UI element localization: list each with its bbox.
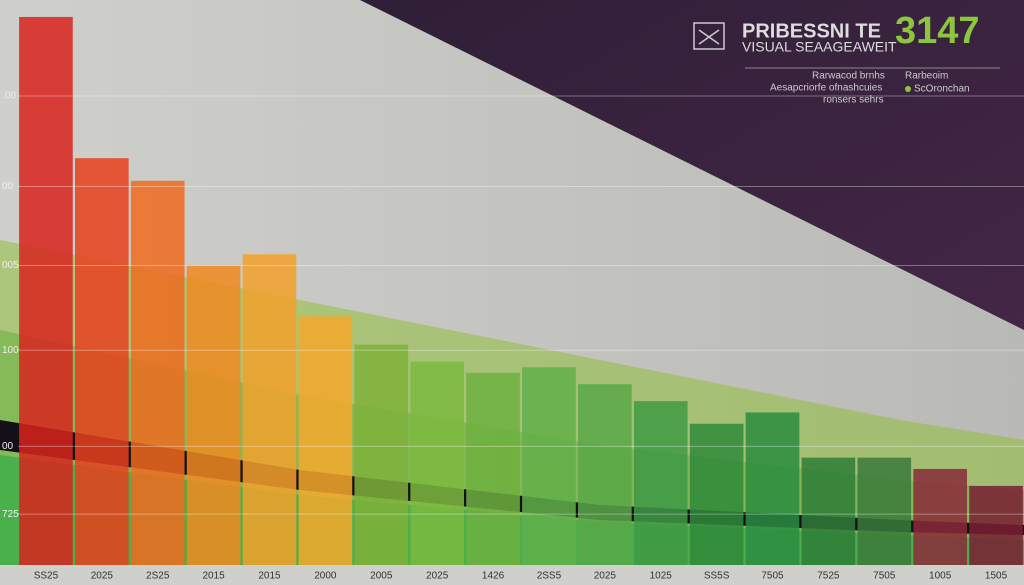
- legend-dot: [905, 86, 911, 92]
- y-tick-label: .00: [2, 91, 16, 102]
- x-tick-label: 1005: [929, 571, 952, 582]
- annotation: Rarbeoim: [905, 71, 948, 82]
- x-axis-strip: [0, 565, 1024, 585]
- annotation: ScOronchan: [914, 84, 970, 95]
- bar: [801, 457, 856, 565]
- bar: [466, 372, 520, 565]
- y-tick-label: 00: [2, 181, 14, 192]
- annotation: Aesapcriorfe ofnashcuies: [770, 83, 882, 94]
- annotation: Rarwacod brnhs: [812, 71, 885, 82]
- bar: [130, 180, 185, 566]
- x-tick-label: 1025: [650, 571, 673, 582]
- bar: [242, 254, 297, 565]
- bar: [354, 344, 409, 565]
- title: PRIBESSNI TE: [742, 20, 881, 42]
- bar: [522, 367, 576, 565]
- x-tick-label: 2S25: [146, 571, 170, 582]
- icon: [693, 22, 725, 50]
- bar: [745, 412, 800, 565]
- bar: [689, 423, 744, 565]
- bar: [633, 401, 688, 565]
- x-tick-label: SS5S: [704, 571, 730, 582]
- icon: [698, 29, 720, 45]
- x-tick-label: 2SS5: [537, 571, 562, 582]
- x-tick-label: 2025: [426, 571, 449, 582]
- bar: [75, 158, 129, 565]
- x-tick-label: 7505: [873, 571, 896, 582]
- x-tick-label: 2025: [91, 571, 114, 582]
- x-tick-label: 1505: [985, 571, 1008, 582]
- annotation: ronsers sehrs: [823, 95, 884, 106]
- bar: [19, 16, 73, 565]
- x-tick-label: 2015: [258, 571, 281, 582]
- x-tick-label: 1426: [482, 571, 505, 582]
- x-tick-label: SS25: [34, 571, 59, 582]
- bar: [410, 361, 464, 565]
- x-tick-label: 2005: [370, 571, 393, 582]
- y-tick-label: 100: [2, 345, 19, 356]
- bar: [298, 316, 353, 565]
- subtitle: VISUAL SEAAGEAWEIT: [742, 39, 897, 55]
- x-tick-label: 2015: [202, 571, 225, 582]
- bar: [186, 265, 241, 565]
- bar: [969, 485, 1023, 565]
- y-tick-label: 00: [2, 441, 14, 452]
- x-tick-label: 2000: [314, 571, 337, 582]
- y-tick-label: 005: [2, 260, 19, 271]
- x-tick-label: 7505: [761, 571, 784, 582]
- bar: [857, 457, 912, 565]
- bar: [913, 468, 967, 565]
- x-tick-label: 2025: [594, 571, 617, 582]
- y-tick-label: 725: [2, 509, 19, 520]
- headline-number: 3147: [895, 10, 980, 52]
- bar: [578, 384, 632, 565]
- x-tick-label: 7525: [817, 571, 840, 582]
